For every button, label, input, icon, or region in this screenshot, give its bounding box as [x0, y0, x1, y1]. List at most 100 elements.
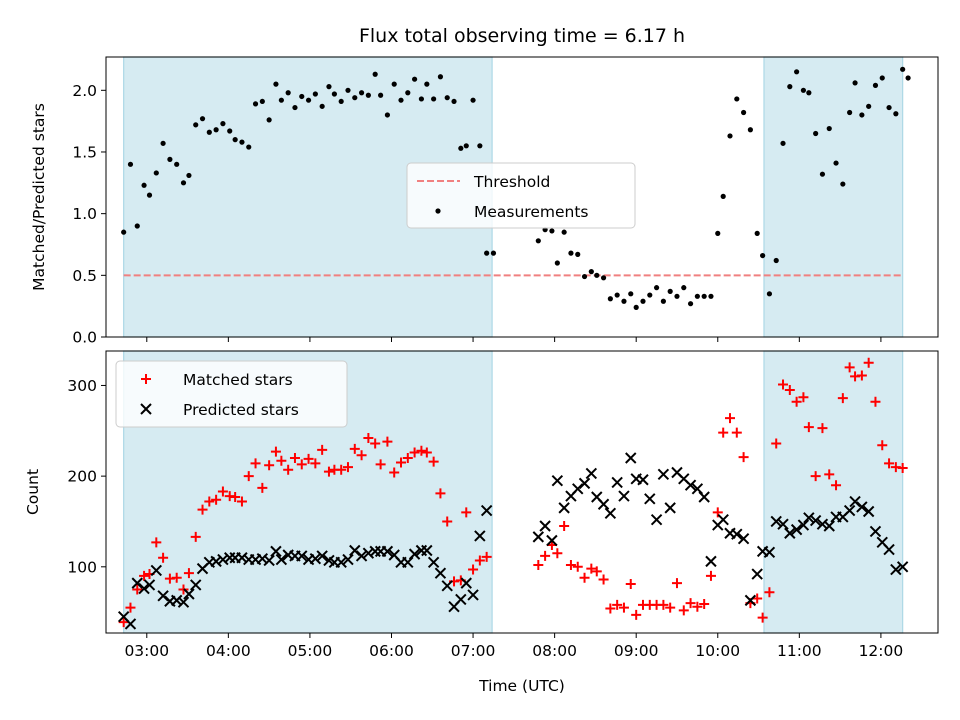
matched-stars-point: [317, 444, 328, 455]
predicted-stars-point: [637, 474, 649, 486]
measurement-point: [358, 90, 365, 96]
matched-stars-point: [699, 598, 710, 609]
x-tick-label: 10:00: [695, 642, 740, 660]
predicted-stars-point: [650, 513, 663, 526]
measurement-point: [458, 145, 464, 151]
measurement-point: [352, 95, 358, 101]
predicted-stars-point: [434, 567, 447, 579]
matched-stars-point: [349, 443, 360, 454]
predicted-stars-point: [138, 582, 150, 595]
matched-stars-point: [363, 433, 374, 444]
matched-stars-point: [375, 459, 386, 470]
matched-stars-point: [217, 486, 228, 497]
bottom-panel: 100 200 300 03:00 04:00 05:00 06:00 07:00 08:00 0…: [67, 350, 939, 660]
matched-stars-point: [389, 467, 400, 478]
predicted-stars-point: [467, 589, 479, 601]
measurement-point: [800, 87, 807, 93]
measurement-point: [694, 293, 700, 299]
shaded-interval: [763, 56, 904, 338]
predicted-stars-point: [381, 545, 394, 558]
predicted-stars-point: [797, 519, 810, 531]
matched-stars-point: [276, 455, 287, 466]
measurement-point: [886, 104, 892, 111]
predicted-stars-point: [546, 534, 558, 547]
matched-stars-point: [598, 574, 609, 585]
matched-stars-point: [243, 471, 254, 482]
predicted-stars-point: [532, 531, 545, 543]
measurement-point: [252, 101, 259, 107]
predicted-stars-point: [335, 556, 347, 568]
measurement-point: [319, 103, 325, 109]
matched-stars-point: [870, 396, 881, 407]
measurement-point: [600, 275, 607, 281]
predicted-stars-point: [309, 552, 322, 565]
predicted-stars-point: [657, 468, 670, 481]
matched-stars-point: [264, 460, 275, 471]
measurement-point: [905, 75, 911, 81]
matched-stars-point: [618, 602, 629, 613]
measurement-point: [391, 81, 397, 87]
measurement-point: [568, 250, 574, 256]
matched-stars-point: [289, 452, 300, 463]
x-tick-label: 07:00: [451, 642, 496, 660]
predicted-stars-point: [455, 593, 467, 606]
predicted-stars-point: [263, 554, 275, 567]
predicted-stars-point: [744, 594, 757, 607]
matched-stars-point: [731, 427, 742, 438]
measurement-point: [345, 87, 351, 93]
measurement-point: [227, 128, 233, 134]
measurement-point: [813, 130, 819, 137]
x-tick-label: 03:00: [124, 642, 169, 660]
measurement-point: [193, 122, 199, 128]
predicted-stars-point: [684, 479, 697, 491]
predicted-stars-point: [896, 561, 909, 573]
predicted-stars-point: [611, 476, 623, 489]
measurement-point: [160, 140, 166, 146]
predicted-stars-point: [698, 491, 710, 503]
measurement-point: [628, 291, 634, 297]
matched-stars-point: [877, 440, 888, 451]
matched-stars-point: [784, 384, 795, 395]
matched-stars-point: [171, 572, 182, 583]
measurement-point: [424, 81, 430, 87]
measurement-point: [451, 98, 457, 105]
measurement-point: [754, 230, 760, 236]
measurement-point: [701, 293, 707, 299]
predicted-stars-point: [890, 563, 902, 576]
y-tick-label: 200: [67, 468, 97, 486]
measurement-point: [708, 293, 714, 299]
predicted-stars-point: [150, 564, 163, 577]
y-tick-label: 1.0: [72, 205, 97, 223]
matched-stars-point: [725, 413, 735, 424]
matched-stars-point: [250, 458, 261, 469]
measurement-point: [398, 97, 404, 103]
matched-stars-point: [151, 537, 162, 548]
legend-box: [115, 360, 348, 428]
measurement-point: [879, 75, 885, 81]
measurement-point: [121, 229, 127, 235]
measurement-point: [232, 137, 238, 143]
measurement-point: [259, 98, 265, 105]
measurement-point: [418, 96, 424, 102]
matched-stars-point: [837, 393, 848, 404]
measurement-point: [667, 288, 673, 294]
y-tick-label: 1.5: [72, 143, 97, 161]
measurement-point: [292, 104, 298, 111]
measurement-point: [833, 160, 839, 166]
measurement-point: [412, 76, 418, 82]
measurement-point: [326, 84, 332, 90]
matched-stars-point: [665, 602, 676, 613]
matched-stars-point: [416, 445, 427, 456]
measurement-point: [266, 117, 272, 123]
matched-stars-point: [764, 587, 775, 598]
x-tick-label: 11:00: [777, 642, 822, 660]
matched-stars-point: [671, 578, 682, 589]
matched-stars-point: [402, 452, 413, 463]
predicted-stars-point: [625, 452, 637, 464]
predicted-stars-point: [664, 502, 676, 514]
top-panel: 0.0 0.5 1.0 1.5 2.0 Threshold Measurements: [72, 56, 939, 347]
measurement-point: [893, 111, 899, 117]
matched-stars-point: [303, 453, 314, 464]
predicted-stars-point: [236, 552, 248, 564]
